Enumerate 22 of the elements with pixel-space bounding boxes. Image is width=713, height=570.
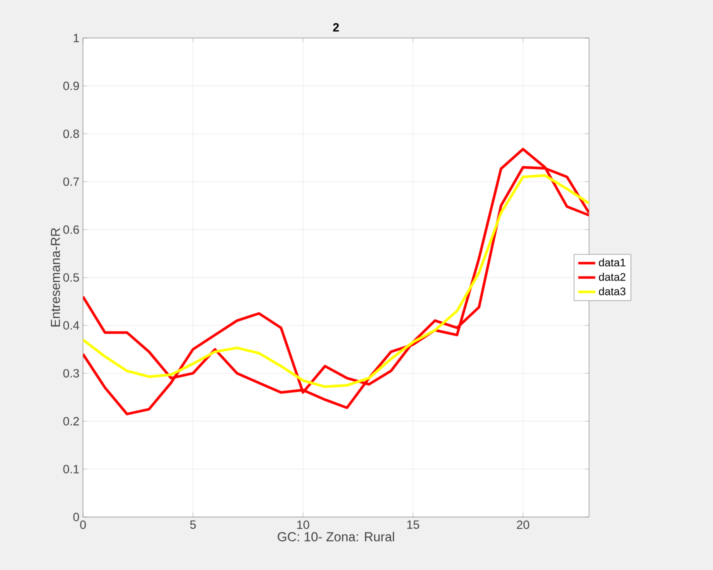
x-axis-title: GC: 10- Zona: Rural [278, 532, 394, 542]
legend-label: data3 [598, 287, 626, 296]
y-axis-title: Entresemana-RR [50, 228, 60, 326]
y-tick-label: 0.9 [63, 82, 79, 90]
y-tick-label: 0.6 [63, 225, 79, 234]
y-tick-label: 0.3 [63, 369, 79, 378]
legend-label: data2 [598, 272, 626, 281]
legend-label: data1 [598, 258, 626, 266]
x-tick-label: 5 [190, 520, 196, 529]
y-tick-label: 0.4 [63, 321, 80, 330]
y-tick-label: 0.2 [63, 416, 79, 426]
chart-title: 2 [333, 23, 339, 32]
y-tick-label: 0 [73, 512, 80, 522]
y-tick-label: 0.8 [63, 130, 79, 138]
x-tick-label: 10 [297, 520, 310, 529]
y-tick-label: 1 [74, 34, 79, 42]
x-tick-label: 0 [80, 520, 86, 529]
x-tick-label: 15 [407, 520, 420, 529]
y-tick-label: 0.7 [63, 177, 79, 186]
x-tick-label: 20 [516, 520, 530, 529]
y-tick-label: 0.5 [63, 273, 79, 282]
y-tick-label: 0.1 [63, 464, 79, 474]
